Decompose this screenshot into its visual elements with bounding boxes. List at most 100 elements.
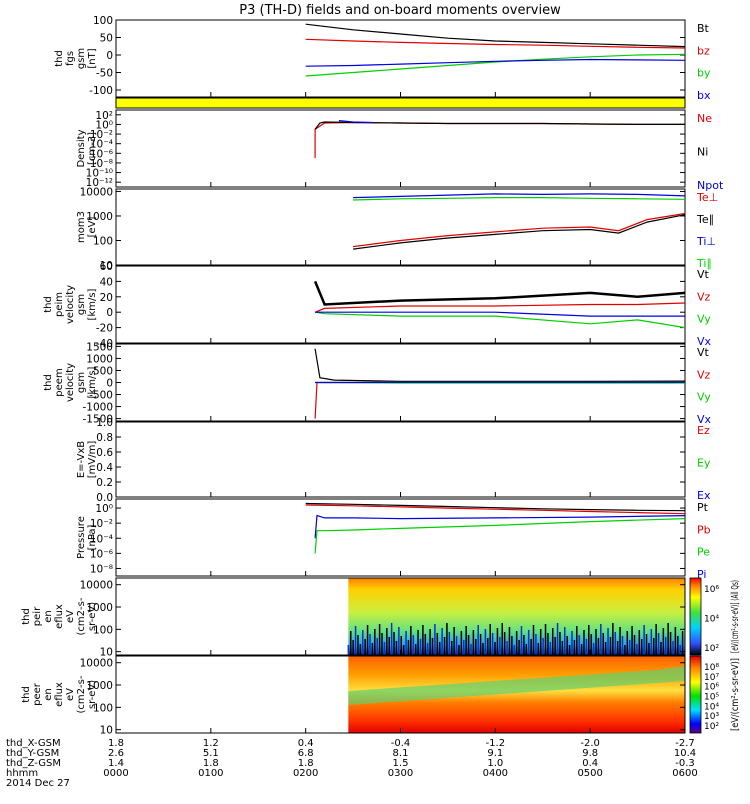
y-tick-label: 10⁻² [90, 518, 113, 530]
series-density-Ne [315, 123, 685, 159]
y-axis-label: eV [65, 610, 76, 623]
y-tick-label: 1.0 [96, 417, 113, 429]
series-temp-Te∥ [353, 215, 685, 249]
y-tick-label: 0 [106, 378, 113, 390]
y-axis-label: eflux [54, 604, 65, 629]
legend-entry: Bt [697, 22, 710, 35]
x-axis-value: 0300 [388, 768, 413, 779]
y-tick-label: 10⁻⁸ [90, 563, 113, 575]
series-fgs-bx [306, 60, 685, 67]
legend-entry: Vt [697, 346, 710, 359]
y-tick-label: 1000 [86, 211, 113, 223]
legend-entry: bz [697, 44, 710, 57]
y-axis-label: en [43, 688, 54, 701]
y-tick-label: 1000 [86, 353, 113, 365]
y-axis-label: fgs [65, 51, 76, 66]
y-axis-label: peim [54, 292, 65, 317]
colorbar-tick: 10⁴ [704, 615, 719, 625]
y-tick-label: 10⁻⁶ [90, 548, 113, 560]
legend-entry: Pt [697, 501, 709, 514]
y-tick-label: 10⁻⁴ [90, 533, 113, 545]
legend-entry: bx [697, 89, 711, 102]
panel-density: Density[cm-3]10²10⁰10⁻²10⁻⁴10⁻⁶10⁻⁸10⁻¹⁰… [76, 110, 724, 192]
legend-entry: Vt [697, 268, 710, 281]
series-temp-Te⊥ [353, 214, 685, 247]
y-axis-label: gsm [76, 48, 87, 69]
x-axis-value: 0600 [672, 768, 697, 779]
panel-frame [116, 110, 685, 187]
legend-entry: Ey [697, 457, 711, 470]
x-axis-value: 0000 [103, 768, 128, 779]
y-axis-label: peir [32, 606, 43, 626]
y-tick-label: 20 [100, 292, 113, 304]
y-axis-label: en [43, 610, 54, 623]
legend-entry: by [697, 67, 711, 80]
series-temp-Ti∥ [353, 198, 685, 200]
legend-entry: Vy [697, 313, 711, 326]
y-tick-label: 100 [93, 15, 113, 27]
series-peim-Vy [315, 312, 685, 327]
panel-frame [116, 422, 685, 497]
y-tick-label: 500 [93, 365, 113, 377]
legend-entry: Pb [697, 523, 711, 536]
y-tick-label: 0 [106, 50, 113, 62]
y-axis-label: gsm [76, 372, 87, 393]
x-axis-value: 0500 [577, 768, 602, 779]
y-axis-label: E=-VxB [76, 441, 87, 478]
y-tick-label: 0.4 [96, 462, 113, 474]
y-tick-label: 0 [106, 307, 113, 319]
y-axis-label: eflux [54, 682, 65, 707]
y-axis-label: thd [43, 296, 54, 313]
legend-entry: Ti⊥ [696, 235, 716, 248]
y-tick-label: 1000 [86, 602, 113, 614]
legend-entry: Ni [697, 146, 708, 159]
y-tick-label: -500 [89, 390, 113, 402]
colorbar-tick: 10⁴ [704, 702, 719, 712]
legend-entry: Vz [697, 368, 711, 381]
y-tick-label: 10 [100, 725, 113, 737]
colorbar-label: [eV/(cm²-s-sr-eV)] [730, 658, 741, 731]
y-axis-label: Pressure [76, 516, 87, 559]
series-pressure-Pe [315, 519, 685, 554]
x-axis-value: 0100 [198, 768, 223, 779]
legend-entry: Te⊥ [696, 191, 718, 204]
y-tick-label: -20 [96, 323, 113, 335]
y-axis-label: velocity [65, 363, 76, 402]
series-density-Ni [315, 122, 685, 129]
legend-entry: Vz [697, 290, 711, 303]
y-axis-label: thd [54, 50, 65, 67]
panel-flags [116, 98, 685, 108]
series-peim-Vz [315, 303, 685, 312]
series-peem-Vz [315, 383, 685, 419]
colorbar-tick: 10⁸ [704, 663, 719, 673]
y-axis-label: peer [32, 682, 43, 706]
y-tick-label: 10000 [80, 658, 113, 670]
colorbar-tick: 10⁶ [704, 683, 719, 693]
y-tick-label: 1500 [86, 341, 113, 353]
y-tick-label: 10000 [80, 186, 113, 198]
y-tick-label: 0.2 [96, 477, 113, 489]
series-pressure-Pi [315, 516, 685, 539]
panel-peer: 10⁸10⁷10⁶10⁵10⁴10³10²[eV/(cm²-s-sr-eV)]t… [21, 656, 741, 737]
legend-entry: Pe [697, 546, 710, 559]
y-axis-label: thd [43, 374, 54, 391]
legend-entry: Ne [697, 112, 712, 125]
y-axis-label: thd [21, 608, 32, 625]
x-axis-value: 0400 [483, 768, 508, 779]
y-axis-label: [km/s] [87, 288, 98, 320]
y-axis-label: gsm [76, 294, 87, 315]
legend-entry: Ez [697, 424, 710, 437]
y-tick-label: 10⁰ [95, 503, 113, 515]
panel-frame [116, 189, 685, 265]
legend-entry: Vy [697, 391, 711, 404]
